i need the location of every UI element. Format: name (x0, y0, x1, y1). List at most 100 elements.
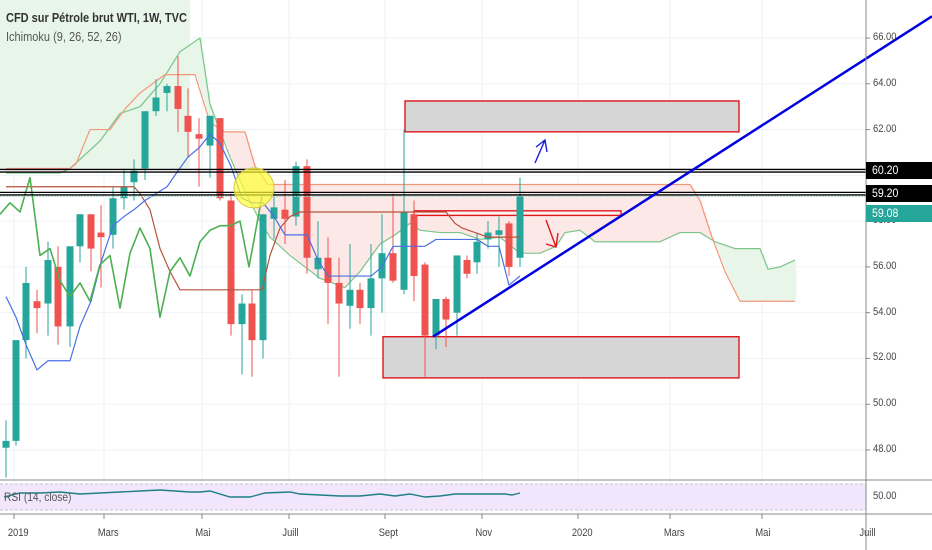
cloud-fill (778, 267, 781, 302)
cloud-fill (734, 248, 737, 290)
cloud-fill (322, 184, 325, 280)
cloud-fill (546, 184, 549, 251)
cloud-fill (540, 184, 543, 254)
cloud-fill (772, 268, 775, 302)
cloud-fill (634, 184, 637, 242)
candle-up (238, 303, 246, 325)
cloud-fill (578, 184, 581, 231)
candle-down (463, 260, 471, 274)
cloud-fill (46, 168, 49, 174)
cloud-fill (350, 184, 353, 283)
cloud-fill (336, 184, 339, 285)
cloud-fill (280, 184, 283, 247)
time-tick-label: Mai (195, 527, 211, 539)
cloud-fill (754, 248, 757, 302)
cloud-fill (698, 197, 701, 233)
cloud-fill (278, 184, 281, 245)
cloud-fill (662, 184, 665, 241)
cloud-fill (348, 184, 351, 285)
candle-down (410, 214, 418, 277)
candle-up (495, 230, 503, 235)
candle-down (442, 298, 450, 320)
candle-up (432, 298, 440, 336)
cloud-fill (376, 184, 379, 250)
cloud-fill (244, 131, 247, 190)
cloud-fill (444, 184, 447, 233)
cloud-fill (744, 248, 747, 302)
cloud-fill (532, 184, 535, 254)
cloud-fill (318, 184, 321, 277)
cloud-fill (334, 184, 337, 284)
candle-up (484, 232, 492, 240)
cloud-fill (440, 184, 443, 233)
price-tick-label: 54.00 (873, 305, 897, 318)
cloud-fill (704, 212, 707, 236)
cloud-fill (584, 184, 587, 234)
time-tick-label: Mai (755, 527, 771, 539)
cloud-fill (638, 184, 641, 242)
cloud-fill (366, 184, 369, 264)
cloud-fill (636, 184, 639, 242)
cloud-fill (312, 184, 315, 273)
cloud-fill (446, 184, 449, 233)
candle-down (97, 232, 105, 238)
cloud-fill (418, 184, 421, 229)
cloud-fill (680, 184, 683, 233)
cloud-fill (416, 184, 419, 228)
cloud-fill (18, 168, 21, 174)
cloud-fill (766, 264, 769, 302)
cloud-fill (54, 168, 57, 174)
cloud-fill (368, 184, 371, 261)
cloud-fill (784, 265, 787, 302)
cloud-fill (48, 168, 51, 174)
price-tick-label: 56.00 (873, 259, 897, 272)
cloud-fill (356, 184, 359, 276)
candle-up (130, 170, 138, 183)
cloud-fill (682, 184, 685, 233)
cloud-fill (726, 245, 729, 274)
chikou-span-line (0, 176, 263, 319)
price-tick-label: 50.00 (873, 397, 897, 410)
cloud-fill (302, 184, 305, 265)
candle-up (109, 198, 117, 235)
cloud-fill (572, 184, 575, 232)
cloud-fill (400, 184, 403, 232)
cloud-fill (700, 200, 703, 233)
indicator-label-rsi[interactable]: RSI (14, close) (4, 490, 72, 504)
cloud-fill (394, 184, 397, 236)
cloud-fill (464, 184, 467, 234)
candle-up (453, 255, 461, 313)
cloud-fill (468, 184, 471, 236)
cloud-fill (238, 131, 241, 176)
cloud-fill (200, 38, 203, 91)
cloud-fill (206, 77, 209, 110)
upper-target-zone (404, 100, 740, 133)
candle-up (163, 86, 171, 93)
cloud-fill (332, 184, 335, 283)
cloud-fill (236, 131, 239, 171)
cloud-fill (428, 184, 431, 232)
cloud-fill (410, 184, 413, 224)
cloud-fill (736, 248, 739, 294)
candle-up (367, 278, 375, 309)
cloud-fill (296, 184, 299, 261)
indicator-label-ichimoku[interactable]: Ichimoku (9, 26, 52, 26) (6, 30, 122, 44)
cloud-fill (230, 131, 233, 158)
cloud-fill (752, 248, 755, 302)
cloud-fill (696, 194, 699, 233)
cloud-fill (708, 224, 711, 238)
cloud-fill (730, 246, 733, 282)
cloud-fill (642, 184, 645, 242)
cloud-fill (582, 184, 585, 232)
cloud-fill (50, 168, 53, 174)
cloud-fill (36, 168, 39, 174)
cloud-fill (454, 184, 457, 233)
cloud-fill (452, 184, 455, 233)
symbol-title[interactable]: CFD sur Pétrole brut WTI, 1W, TVC (6, 11, 187, 25)
candle-up (473, 241, 481, 263)
cloud-fill (204, 64, 207, 104)
cloud-fill (748, 248, 751, 302)
cloud-fill (656, 184, 659, 242)
cloud-fill (528, 184, 531, 254)
